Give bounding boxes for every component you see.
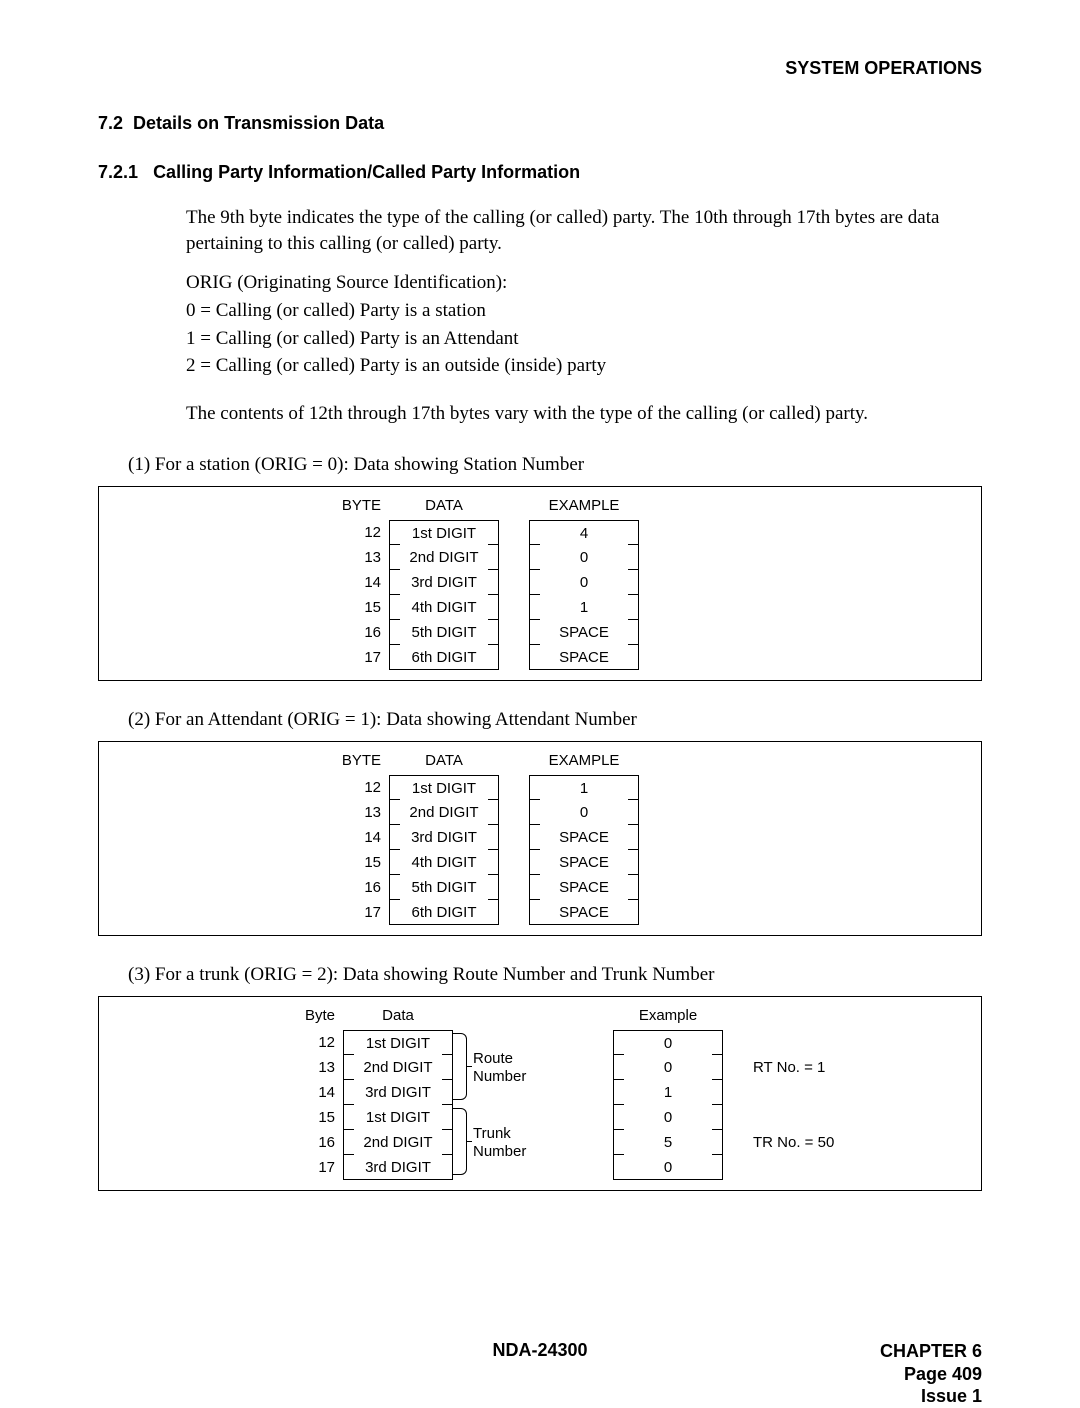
example-cell: 0 — [613, 1105, 723, 1130]
data-cell: 1st DIGIT — [389, 520, 499, 545]
footer-doc-id: NDA-24300 — [98, 1340, 982, 1361]
data-cell: 1st DIGIT — [389, 775, 499, 800]
table-2-hdr-example: EXAMPLE — [529, 752, 639, 775]
byte-label: 15 — [99, 850, 389, 875]
table-1-hdr-example: EXAMPLE — [529, 497, 639, 520]
paragraph-intro: The 9th byte indicates the type of the c… — [186, 205, 982, 256]
case-3-title: (3) For a trunk (ORIG = 2): Data showing… — [128, 964, 982, 986]
example-cell: 0 — [613, 1030, 723, 1055]
section-7-2-1-num: 7.2.1 — [98, 162, 138, 182]
example-cell: 5 — [613, 1130, 723, 1155]
example-cell: SPACE — [529, 825, 639, 850]
example-cell: SPACE — [529, 900, 639, 925]
footer-chapter: CHAPTER 6 — [880, 1340, 982, 1363]
header-category: SYSTEM OPERATIONS — [98, 58, 982, 79]
table-2: BYTE DATA EXAMPLE 121st DIGIT 1 132nd DIGI… — [99, 752, 981, 925]
data-cell: 5th DIGIT — [389, 875, 499, 900]
example-cell: 0 — [529, 545, 639, 570]
section-7-2-num: 7.2 — [98, 113, 123, 133]
byte-label: 17 — [99, 645, 389, 670]
example-cell: 0 — [613, 1155, 723, 1180]
example-cell: 1 — [613, 1080, 723, 1105]
byte-label: 17 — [99, 1155, 343, 1180]
data-cell: 3rd DIGIT — [389, 825, 499, 850]
data-cell: 3rd DIGIT — [389, 570, 499, 595]
data-cell: 5th DIGIT — [389, 620, 499, 645]
data-cell: 6th DIGIT — [389, 900, 499, 925]
page-footer: NDA-24300 CHAPTER 6 Page 409 Issue 1 — [98, 1340, 982, 1361]
byte-label: 14 — [99, 825, 389, 850]
data-cell: 1st DIGIT — [343, 1030, 453, 1055]
section-7-2-1-title: Calling Party Information/Called Party I… — [153, 162, 580, 182]
case-1-box: BYTE DATA EXAMPLE 121st DIGIT 4 132nd DIGI… — [98, 486, 982, 681]
example-cell: 0 — [529, 800, 639, 825]
byte-label: 16 — [99, 875, 389, 900]
orig-0: 0 = Calling (or called) Party is a stati… — [186, 298, 982, 324]
page: SYSTEM OPERATIONS 7.2 Details on Transmi… — [0, 0, 1080, 1397]
example-cell: 0 — [529, 570, 639, 595]
example-cell: 4 — [529, 520, 639, 545]
section-7-2-title: Details on Transmission Data — [133, 113, 384, 133]
table-3: Byte Data Example 121st DIGITRouteNumber… — [99, 1007, 981, 1180]
example-cell: 0 — [613, 1055, 723, 1080]
case-1-title: (1) For a station (ORIG = 0): Data showi… — [128, 454, 982, 476]
case-2-title: (2) For an Attendant (ORIG = 1): Data sh… — [128, 709, 982, 731]
data-cell: 4th DIGIT — [389, 595, 499, 620]
table-1: BYTE DATA EXAMPLE 121st DIGIT 4 132nd DIGI… — [99, 497, 981, 670]
byte-label: 15 — [99, 1105, 343, 1130]
table-1-hdr-byte: BYTE — [99, 497, 389, 520]
table-3-hdr-data: Data — [343, 1007, 453, 1030]
byte-label: 14 — [99, 1080, 343, 1105]
byte-label: 13 — [99, 800, 389, 825]
example-cell: SPACE — [529, 875, 639, 900]
rt-number-note: RT No. = 1 — [753, 1055, 873, 1080]
byte-label: 14 — [99, 570, 389, 595]
section-7-2-heading: 7.2 Details on Transmission Data — [98, 113, 982, 134]
byte-label: 17 — [99, 900, 389, 925]
orig-2: 2 = Calling (or called) Party is an outs… — [186, 353, 982, 379]
orig-heading: ORIG (Originating Source Identification)… — [186, 270, 982, 296]
byte-label: 12 — [99, 1030, 343, 1055]
data-cell: 2nd DIGIT — [389, 545, 499, 570]
byte-label: 12 — [99, 520, 389, 545]
section-7-2-1-heading: 7.2.1 Calling Party Information/Called P… — [98, 162, 982, 183]
table-2-hdr-byte: BYTE — [99, 752, 389, 775]
table-3-hdr-example: Example — [613, 1007, 723, 1030]
byte-label: 12 — [99, 775, 389, 800]
table-1-hdr-data: DATA — [389, 497, 499, 520]
footer-issue: Issue 1 — [880, 1385, 982, 1408]
paragraph-contents: The contents of 12th through 17th bytes … — [186, 401, 982, 427]
table-2-hdr-data: DATA — [389, 752, 499, 775]
data-cell: 2nd DIGIT — [389, 800, 499, 825]
table-3-hdr-byte: Byte — [99, 1007, 343, 1030]
example-cell: SPACE — [529, 850, 639, 875]
byte-label: 13 — [99, 1055, 343, 1080]
orig-1: 1 = Calling (or called) Party is an Atte… — [186, 326, 982, 352]
data-cell: 4th DIGIT — [389, 850, 499, 875]
tr-number-note: TR No. = 50 — [753, 1130, 873, 1155]
case-3-box: Byte Data Example 121st DIGITRouteNumber… — [98, 996, 982, 1191]
byte-label: 13 — [99, 545, 389, 570]
example-cell: 1 — [529, 595, 639, 620]
data-cell: 3rd DIGIT — [343, 1080, 453, 1105]
byte-label: 16 — [99, 620, 389, 645]
case-2-box: BYTE DATA EXAMPLE 121st DIGIT 1 132nd DIGI… — [98, 741, 982, 936]
footer-page: Page 409 — [880, 1363, 982, 1386]
byte-label: 15 — [99, 595, 389, 620]
example-cell: 1 — [529, 775, 639, 800]
data-cell: 6th DIGIT — [389, 645, 499, 670]
data-cell: 2nd DIGIT — [343, 1055, 453, 1080]
byte-label: 16 — [99, 1130, 343, 1155]
data-cell: 2nd DIGIT — [343, 1130, 453, 1155]
example-cell: SPACE — [529, 645, 639, 670]
data-cell: 3rd DIGIT — [343, 1155, 453, 1180]
data-cell: 1st DIGIT — [343, 1105, 453, 1130]
example-cell: SPACE — [529, 620, 639, 645]
